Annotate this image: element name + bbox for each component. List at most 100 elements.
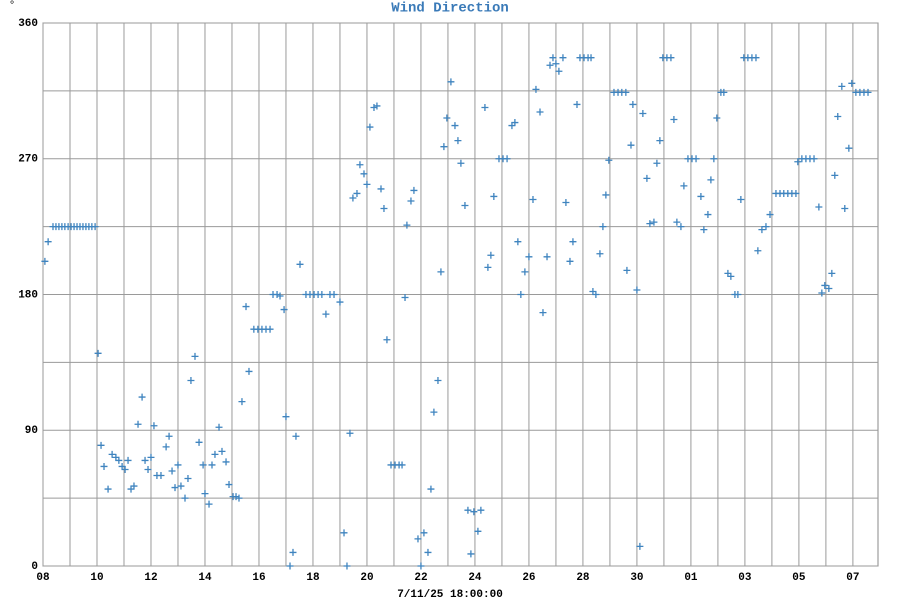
data-point [481, 103, 489, 111]
data-point [280, 306, 288, 314]
data-point [282, 413, 290, 421]
data-point [377, 185, 385, 193]
y-tick-label: 360 [18, 18, 38, 30]
data-point [592, 291, 600, 298]
x-tick-label: 01 [684, 572, 698, 584]
data-point [360, 170, 368, 178]
data-point [825, 284, 833, 292]
data-point [349, 194, 357, 202]
data-point [704, 211, 712, 219]
data-point [464, 506, 472, 514]
data-point [650, 218, 658, 226]
data-point [646, 220, 654, 228]
data-point [810, 155, 818, 163]
data-point [218, 447, 226, 455]
x-tick-label: 07 [846, 572, 859, 584]
data-point [639, 110, 647, 117]
data-point [525, 253, 533, 261]
data-point [622, 88, 630, 96]
data-point [266, 325, 274, 333]
data-point [437, 268, 445, 276]
data-point [353, 189, 361, 197]
data-point [794, 158, 802, 166]
data-point [467, 550, 475, 558]
data-point [201, 490, 209, 498]
data-point [752, 54, 760, 62]
y-tick-label: 270 [18, 154, 38, 166]
data-point [187, 376, 195, 384]
data-point [383, 336, 391, 344]
data-point [555, 67, 563, 75]
data-point [487, 251, 495, 259]
data-point [199, 461, 207, 469]
data-point [168, 467, 176, 475]
data-point [653, 159, 661, 167]
data-point [91, 223, 99, 231]
data-point [398, 461, 406, 469]
y-tick-label: 0 [31, 561, 38, 573]
data-point [536, 108, 544, 116]
data-point [569, 238, 577, 246]
data-point [443, 114, 451, 122]
x-tick-label: 10 [90, 572, 103, 584]
data-point [150, 422, 158, 430]
data-point [215, 423, 223, 431]
data-point [514, 238, 522, 246]
data-point [124, 456, 132, 464]
data-point [177, 482, 185, 490]
data-point [566, 257, 574, 265]
y-axis-label: ° [9, 0, 16, 12]
data-point [737, 195, 745, 203]
data-point [447, 78, 455, 86]
data-point [420, 529, 428, 537]
data-point [864, 88, 872, 96]
data-point [596, 250, 604, 258]
data-point [762, 223, 770, 231]
data-point [841, 205, 849, 213]
data-point [821, 281, 829, 289]
data-point [848, 79, 856, 87]
data-point [191, 352, 199, 360]
x-tick-label: 20 [360, 572, 373, 584]
data-point [104, 485, 112, 493]
x-tick-label: 26 [522, 572, 535, 584]
data-point [144, 465, 152, 473]
data-point [184, 475, 192, 483]
data-point [430, 408, 438, 416]
data-point [623, 266, 631, 274]
data-point [174, 461, 182, 469]
data-point [517, 291, 525, 298]
data-point [94, 349, 102, 357]
data-point [343, 562, 351, 570]
data-point [539, 309, 547, 317]
data-point [222, 458, 230, 466]
data-point [318, 291, 326, 298]
data-point [484, 263, 492, 271]
data-point [276, 292, 284, 300]
data-point [529, 195, 537, 203]
data-point [766, 211, 774, 219]
y-tick-label: 180 [18, 289, 38, 301]
data-point [656, 137, 664, 145]
x-tick-label: 24 [468, 572, 482, 584]
data-point [549, 54, 557, 62]
data-point [292, 432, 300, 440]
data-point [602, 191, 610, 199]
data-point [238, 398, 246, 406]
data-point [286, 562, 294, 570]
data-point [667, 54, 675, 62]
data-point [115, 456, 123, 464]
data-point [322, 310, 330, 318]
data-point [427, 485, 435, 493]
data-point [562, 198, 570, 206]
data-point [336, 298, 344, 306]
x-tick-label: 16 [252, 572, 265, 584]
data-point [521, 268, 529, 276]
x-tick-label: 22 [414, 572, 427, 584]
data-point [643, 174, 651, 182]
data-point [697, 192, 705, 200]
data-point [633, 286, 641, 294]
data-point [636, 542, 644, 550]
data-point [673, 218, 681, 226]
